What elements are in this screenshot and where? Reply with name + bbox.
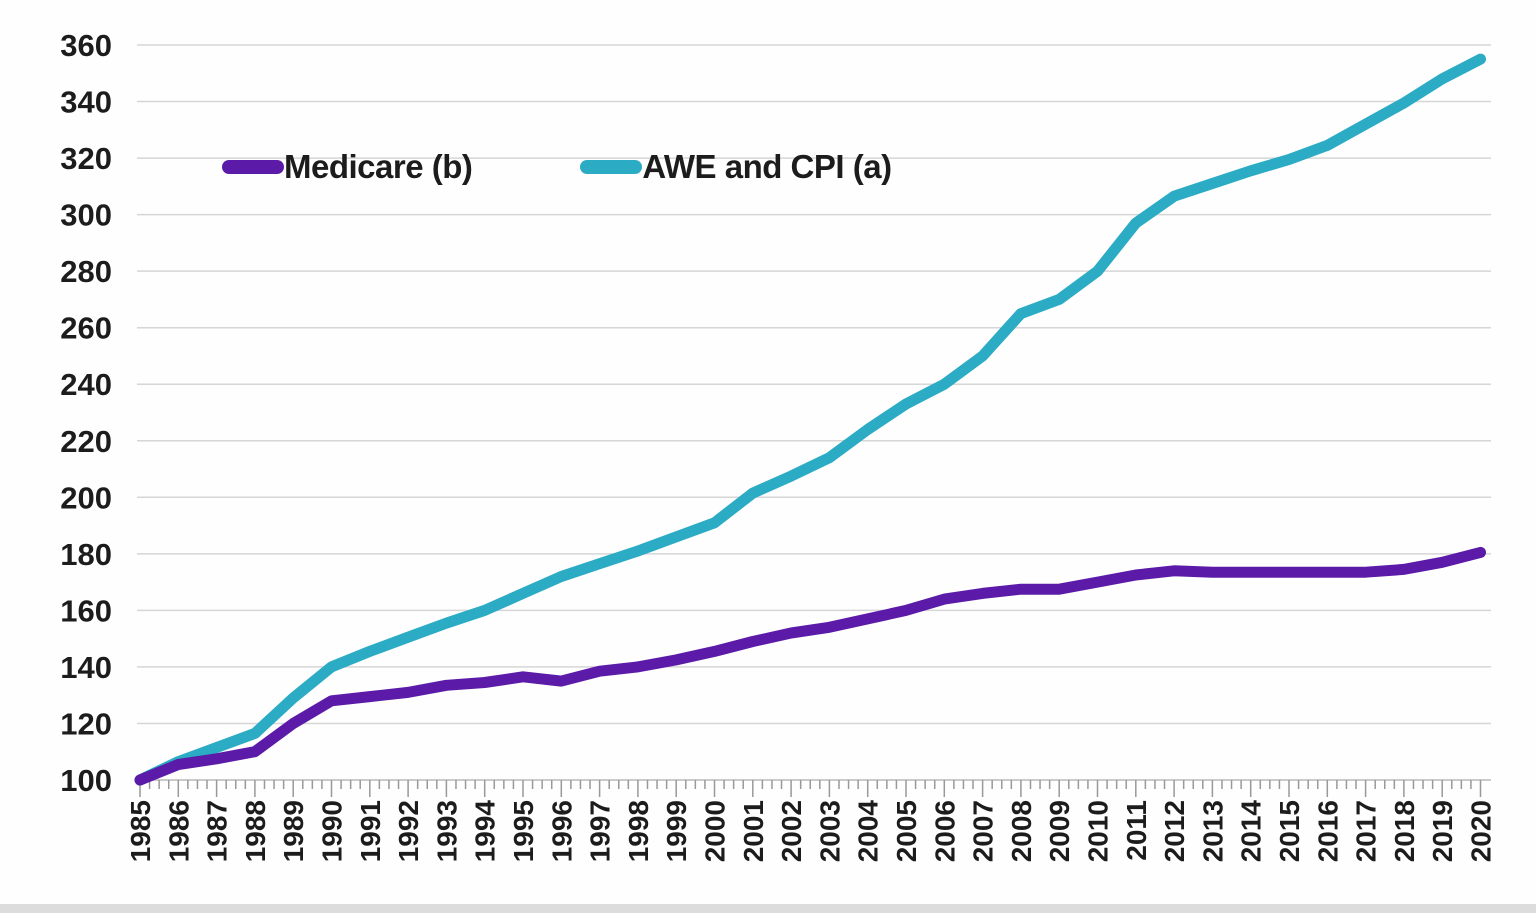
svg-text:2000: 2000 [700, 800, 731, 862]
svg-text:120: 120 [60, 706, 112, 741]
svg-text:2019: 2019 [1427, 800, 1458, 862]
svg-text:2009: 2009 [1044, 800, 1075, 862]
svg-text:2002: 2002 [776, 800, 807, 862]
svg-text:2013: 2013 [1197, 800, 1228, 862]
svg-text:2001: 2001 [738, 800, 769, 862]
svg-text:100: 100 [60, 763, 112, 798]
svg-text:300: 300 [60, 198, 112, 233]
svg-text:240: 240 [60, 367, 112, 402]
svg-text:1990: 1990 [317, 800, 348, 862]
svg-text:2016: 2016 [1312, 800, 1343, 862]
svg-text:1998: 1998 [623, 800, 654, 862]
svg-text:320: 320 [60, 141, 112, 176]
svg-text:1999: 1999 [661, 800, 692, 862]
svg-text:360: 360 [60, 28, 112, 63]
svg-text:1994: 1994 [470, 800, 501, 863]
svg-text:2007: 2007 [968, 800, 999, 862]
svg-text:2020: 2020 [1466, 800, 1497, 862]
chart-legend: Medicare (b) AWE and CPI (a) [222, 148, 892, 186]
medicare-line-swatch [222, 160, 284, 174]
svg-text:1992: 1992 [393, 800, 424, 862]
svg-text:1993: 1993 [431, 800, 462, 862]
svg-text:2015: 2015 [1274, 800, 1305, 862]
bottom-border-strip [0, 904, 1536, 913]
svg-text:160: 160 [60, 593, 112, 628]
svg-text:1987: 1987 [202, 800, 233, 862]
svg-text:2008: 2008 [1006, 800, 1037, 862]
svg-text:2005: 2005 [891, 800, 922, 862]
svg-text:2017: 2017 [1351, 800, 1382, 862]
svg-text:1985: 1985 [125, 800, 156, 862]
svg-text:2011: 2011 [1121, 800, 1152, 861]
legend-label-medicare: Medicare (b) [284, 148, 473, 185]
legend-item-medicare: Medicare (b) [222, 148, 473, 186]
svg-text:220: 220 [60, 424, 112, 459]
svg-text:2012: 2012 [1159, 800, 1190, 862]
svg-text:200: 200 [60, 480, 112, 515]
svg-text:1986: 1986 [163, 800, 194, 862]
legend-item-awe-cpi: AWE and CPI (a) [580, 148, 892, 186]
svg-text:1991: 1991 [355, 800, 386, 862]
svg-text:1996: 1996 [546, 800, 577, 862]
svg-text:260: 260 [60, 311, 112, 346]
svg-text:340: 340 [60, 85, 112, 120]
awe-cpi-line-swatch [580, 160, 643, 174]
svg-text:1988: 1988 [240, 800, 271, 862]
svg-text:2018: 2018 [1389, 800, 1420, 862]
svg-text:2010: 2010 [1083, 800, 1114, 862]
svg-text:2003: 2003 [814, 800, 845, 862]
legend-label-awe-cpi: AWE and CPI (a) [642, 148, 892, 185]
svg-text:1995: 1995 [508, 800, 539, 862]
svg-text:1997: 1997 [585, 800, 616, 862]
svg-text:140: 140 [60, 650, 112, 685]
svg-text:1989: 1989 [278, 800, 309, 862]
svg-text:180: 180 [60, 537, 112, 572]
svg-text:2014: 2014 [1236, 800, 1267, 863]
svg-text:2006: 2006 [929, 800, 960, 862]
svg-text:2004: 2004 [853, 800, 884, 863]
svg-text:280: 280 [60, 254, 112, 289]
